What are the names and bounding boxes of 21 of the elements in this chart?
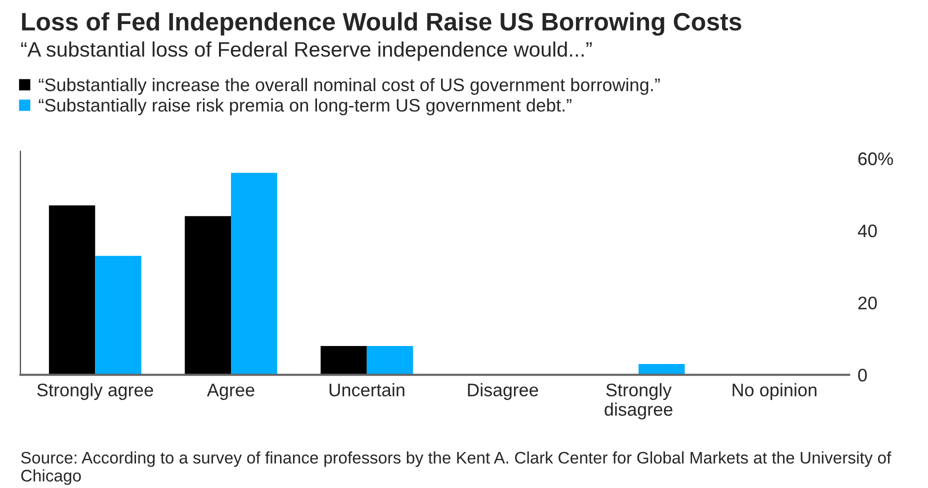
- x-tick-label: Strongly agree: [37, 383, 154, 400]
- chart-title: Loss of Fed Independence Would Raise US Borrowing Costs: [22, 12, 742, 36]
- y-tick-label: 60%: [858, 152, 893, 166]
- x-tick-label: Disagree: [468, 383, 538, 400]
- x-tick-label: Strongly disagree: [604, 383, 672, 420]
- x-tick-label: Uncertain: [330, 383, 404, 396]
- chart-subtitle: “A substantial loss of Federal Reserve independence would...”: [21, 41, 592, 61]
- bar: [320, 346, 367, 375]
- y-tick-label: 0: [858, 368, 867, 382]
- bar: [48, 205, 96, 375]
- x-tick-label: No opinion: [732, 383, 816, 400]
- x-tick-label: Agree: [206, 384, 254, 400]
- bar: [366, 346, 414, 375]
- legend-label: “Substantially increase the overall nominal cost of US government borrowing.”: [38, 78, 660, 95]
- source-note: Source: According to a survey of finance professors by the Kent A. Clark Center for Global Markets at the University of Chicago: [21, 451, 892, 485]
- legend-label: “Substantially raise risk premia on long-term US government debt.”: [38, 98, 572, 116]
- y-tick-label: 40: [858, 224, 877, 238]
- bar: [230, 172, 278, 375]
- bar: [184, 216, 231, 375]
- y-tick-label: 20: [858, 296, 877, 310]
- bar: [95, 256, 142, 375]
